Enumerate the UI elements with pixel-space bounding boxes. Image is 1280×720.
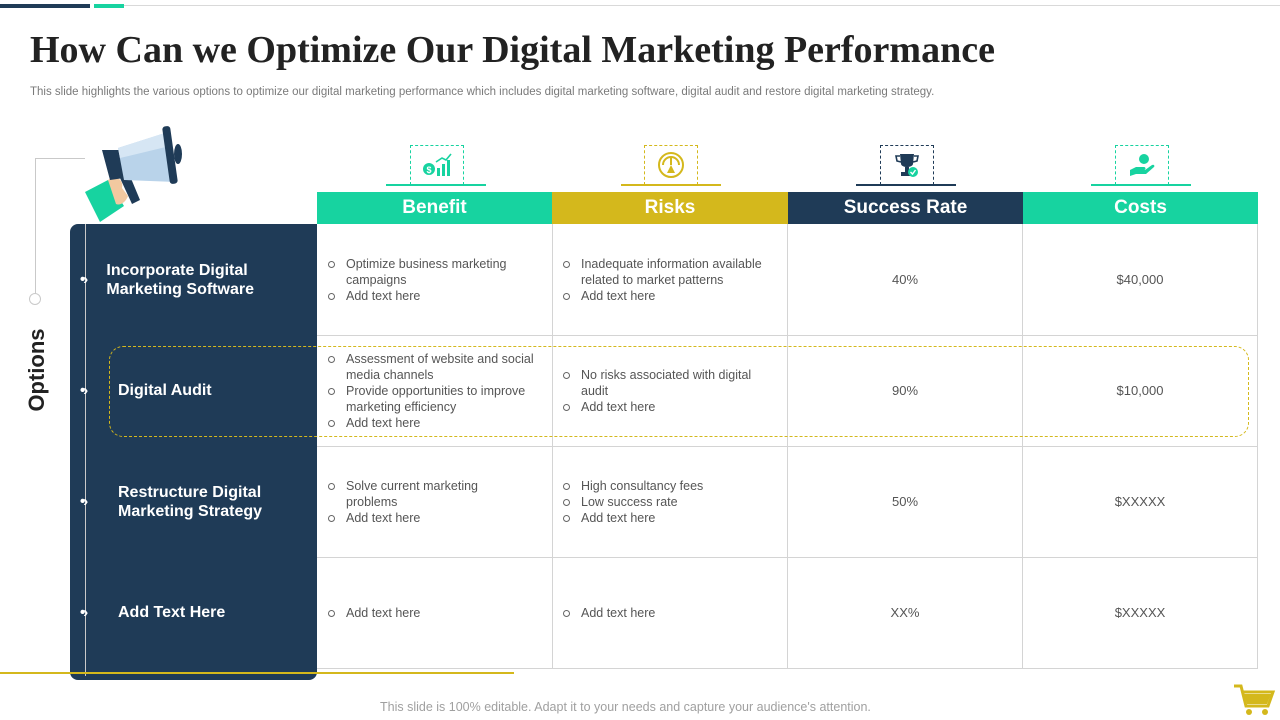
speedometer-icon [658, 152, 684, 178]
options-connector-dot [29, 293, 41, 305]
list-item: No risks associated with digital audit [563, 367, 778, 399]
list-item: Add text here [563, 510, 703, 526]
svg-text:$: $ [426, 165, 431, 175]
table-divider [1257, 224, 1258, 669]
list-item: Add text here [328, 415, 543, 431]
list-item: Inadequate information available related… [563, 256, 778, 288]
option-label: Add Text Here [118, 604, 226, 621]
costs-icon-box [1115, 145, 1169, 185]
benefit-cell: Assessment of website and social media c… [328, 335, 543, 446]
list-item: Add text here [328, 510, 478, 526]
list-item: Add text here [328, 288, 543, 304]
chevron-right-icon: •› [80, 382, 88, 399]
success-rate-value: 50% [891, 494, 919, 509]
options-label: Options [24, 328, 49, 412]
cost-value: $XXXXX [1114, 494, 1166, 509]
benefit-list: Optimize business marketing campaigns Ad… [328, 256, 543, 304]
megaphone-icon [85, 126, 182, 222]
options-connector-line [35, 158, 36, 298]
column-header-benefit: Benefit [317, 192, 552, 224]
top-divider [124, 5, 1280, 6]
costs-icon-underline [1091, 184, 1191, 186]
success-icon-underline [856, 184, 956, 186]
list-item: Low success rate [563, 494, 703, 510]
success-icon-box [880, 145, 934, 185]
risks-list: Add text here [563, 605, 655, 621]
column-header-risks: Risks [552, 192, 788, 224]
benefit-cell: Optimize business marketing campaigns Ad… [328, 224, 543, 335]
options-connector-line [35, 158, 85, 159]
list-item: Add text here [563, 399, 778, 415]
risks-cell: Add text here [563, 557, 778, 668]
top-accent-bar-dark [0, 4, 90, 8]
benefit-icon-box: $ [410, 145, 464, 185]
table-divider [1022, 224, 1023, 669]
slide-title: How Can we Optimize Our Digital Marketin… [30, 29, 995, 71]
cost-value: $XXXXX [1114, 605, 1166, 620]
bottom-accent-line [0, 672, 514, 674]
option-label: Incorporate Digital Marketing Software [106, 261, 254, 298]
column-header-success-rate: Success Rate [788, 192, 1023, 224]
benefit-list: Solve current marketing problems Add tex… [328, 478, 478, 526]
risks-icon-underline [621, 184, 721, 186]
cost-value: $10,000 [1116, 383, 1164, 398]
chevron-right-icon: •› [80, 271, 88, 288]
risks-list: Inadequate information available related… [563, 256, 778, 304]
option-row-strategy: •› Restructure Digital Marketing Strateg… [80, 446, 310, 557]
benefit-list: Assessment of website and social media c… [328, 351, 543, 431]
list-item: High consultancy fees [563, 478, 703, 494]
options-panel [70, 224, 317, 680]
list-item: Solve current marketing problems [328, 478, 478, 510]
risks-icon-box [644, 145, 698, 185]
trophy-icon [895, 154, 919, 177]
success-rate-value: XX% [890, 605, 920, 620]
table-divider [552, 224, 553, 669]
risks-list: High consultancy fees Low success rate A… [563, 478, 703, 526]
risks-cell: Inadequate information available related… [563, 224, 778, 335]
option-row-add-text: •› Add Text Here [80, 557, 310, 668]
list-item: Optimize business marketing campaigns [328, 256, 543, 288]
slide-subtitle: This slide highlights the various option… [30, 86, 935, 98]
risks-list: No risks associated with digital audit A… [563, 367, 778, 415]
list-item: Add text here [563, 288, 778, 304]
hand-money-icon [1130, 154, 1155, 176]
column-header-costs: Costs [1023, 192, 1258, 224]
list-item: Add text here [328, 605, 420, 621]
success-rate-value: 90% [891, 383, 919, 398]
options-panel-line [85, 224, 86, 676]
cost-value: $40,000 [1116, 272, 1164, 287]
chevron-right-icon: •› [80, 604, 88, 621]
list-item: Assessment of website and social media c… [328, 351, 543, 383]
list-item: Provide opportunities to improve marketi… [328, 383, 543, 415]
option-row-audit: •› Digital Audit [80, 335, 310, 446]
row-highlight [109, 346, 1249, 437]
chevron-right-icon: •› [80, 493, 88, 510]
shopping-cart-icon[interactable] [1232, 684, 1276, 718]
risks-cell: No risks associated with digital audit A… [563, 335, 778, 446]
option-label: Restructure Digital Marketing Strategy [118, 483, 263, 520]
risks-cell: High consultancy fees Low success rate A… [563, 446, 778, 557]
success-rate-value: 40% [891, 272, 919, 287]
benefit-list: Add text here [328, 605, 420, 621]
table-divider [787, 224, 788, 669]
growth-chart-icon: $ [423, 153, 452, 176]
top-accent-bar-green [94, 4, 124, 8]
list-item: Add text here [563, 605, 655, 621]
benefit-icon-underline [386, 184, 486, 186]
option-row-software: •› Incorporate Digital Marketing Softwar… [80, 224, 310, 335]
benefit-cell: Add text here [328, 557, 543, 668]
footer-note: This slide is 100% editable. Adapt it to… [380, 700, 871, 714]
option-label: Digital Audit [118, 382, 212, 399]
benefit-cell: Solve current marketing problems Add tex… [328, 446, 543, 557]
